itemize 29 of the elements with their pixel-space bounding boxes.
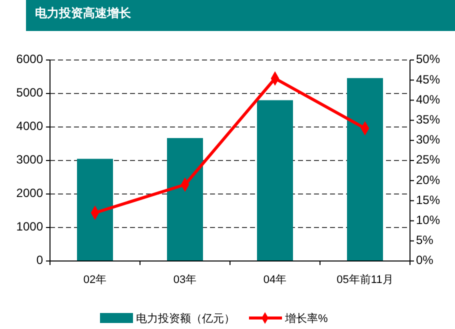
bar	[77, 158, 113, 261]
x-tick-label: 03年	[173, 274, 197, 286]
y2-tick-label: 45%	[416, 72, 440, 86]
y2-tick-label: 30%	[416, 132, 440, 147]
y-tick-label: 1000	[16, 220, 44, 234]
y-tick-label: 2000	[16, 186, 44, 200]
y2-tick-label: 40%	[416, 92, 440, 106]
y2-tick-label: 5%	[416, 233, 434, 248]
y2-tick-label: 50%	[416, 52, 440, 66]
y-tick-label: 4000	[16, 119, 44, 134]
y2-tick-label: 0%	[416, 253, 434, 268]
y2-tick-label: 25%	[416, 152, 440, 167]
legend-label: 增长率%	[284, 312, 328, 325]
y2-tick-label: 35%	[416, 112, 440, 126]
legend-label: 电力投资额（亿元）	[136, 312, 235, 325]
y-tick-label: 5000	[16, 86, 44, 100]
y2-tick-label: 15%	[416, 192, 440, 207]
y2-tick-label: 10%	[416, 212, 440, 227]
y2-tick-label: 20%	[416, 172, 440, 187]
y-tick-label: 6000	[16, 52, 44, 66]
bar	[347, 78, 383, 261]
x-tick-label: 02年	[83, 274, 107, 286]
bar	[167, 138, 203, 261]
y-tick-label: 0	[36, 253, 44, 268]
x-tick-label: 04年	[263, 274, 287, 286]
chart-title: 电力投资高速增长	[35, 6, 132, 20]
bar	[257, 100, 293, 261]
y-tick-label: 3000	[16, 152, 44, 167]
x-tick-label: 05年前11月	[336, 274, 394, 286]
